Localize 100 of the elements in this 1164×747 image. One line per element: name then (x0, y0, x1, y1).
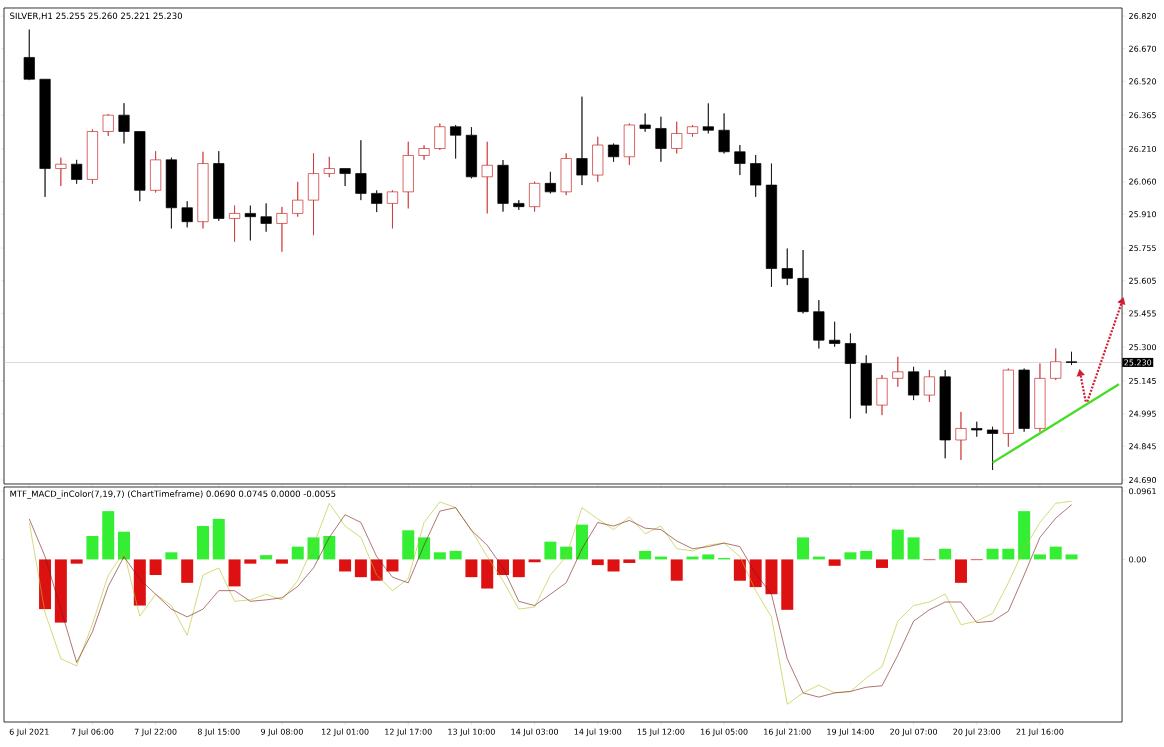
x-tick-label: 14 Jul 03:00 (511, 728, 559, 737)
x-tick-label: 13 Jul 10:00 (448, 728, 495, 737)
candlestick (671, 121, 683, 154)
candlestick (1034, 363, 1046, 433)
candlestick (465, 126, 477, 179)
candlestick (513, 199, 525, 211)
candlestick (307, 152, 320, 236)
candlestick (244, 205, 256, 241)
candlestick (197, 151, 209, 229)
candlestick (481, 141, 493, 214)
y-tick-label: 25.755 (1129, 245, 1156, 252)
x-tick-label: 12 Jul 01:00 (321, 728, 369, 737)
candlestick (986, 426, 999, 471)
candlestick (655, 116, 667, 163)
candlestick (560, 152, 572, 196)
candlestick (797, 249, 809, 314)
bar (1002, 548, 1015, 560)
bar (102, 511, 115, 560)
candlestick (355, 139, 367, 201)
candlestick (718, 113, 730, 154)
candlestick (1002, 368, 1014, 448)
bar (1065, 554, 1078, 560)
candlestick (402, 141, 414, 209)
candlestick (55, 157, 67, 187)
candlestick (908, 366, 920, 401)
y-tick-label: 26.520 (1129, 78, 1157, 85)
candlestick (971, 421, 983, 438)
x-tick-label: 8 Jul 15:00 (197, 728, 240, 737)
candlestick (892, 356, 904, 388)
x-tick-label: 16 Jul 21:00 (764, 728, 811, 737)
bar (733, 559, 746, 581)
bar (781, 559, 794, 610)
candlestick (86, 128, 98, 185)
x-tick-label: 20 Jul 07:00 (890, 728, 938, 737)
bar (118, 531, 131, 560)
y-tick-label: 25.145 (1129, 377, 1156, 384)
candlestick (576, 96, 588, 186)
candlestick (829, 321, 841, 348)
x-tick-label: 9 Jul 08:00 (260, 728, 303, 737)
candlestick (276, 206, 288, 253)
candlestick (339, 168, 351, 187)
x-tick-label: 14 Jul 19:00 (574, 728, 622, 737)
bar (702, 554, 715, 560)
candlestick (39, 78, 51, 198)
bar (1049, 546, 1062, 560)
bar (433, 552, 446, 560)
candlestick (844, 333, 856, 419)
candlestick (150, 150, 162, 193)
y-tick-label: 25.455 (1129, 310, 1156, 317)
bar (797, 537, 810, 560)
x-tick-label: 12 Jul 17:00 (385, 728, 432, 737)
candlestick (939, 369, 951, 459)
bar (575, 524, 588, 560)
candlestick (386, 189, 399, 229)
y-tick-label: 25.910 (1129, 211, 1157, 218)
bar (1033, 554, 1046, 560)
bar (891, 529, 904, 560)
candlestick (781, 248, 793, 286)
candlestick (292, 181, 304, 218)
candlestick (1065, 351, 1078, 366)
x-tick-label: 21 Jul 16:00 (1016, 728, 1064, 737)
candlestick (639, 113, 651, 133)
bar (244, 559, 257, 564)
x-tick-label: 7 Jul 06:00 (71, 728, 114, 737)
y-tick-label: 26.670 (1129, 45, 1157, 52)
bar (402, 530, 415, 560)
candlestick (118, 102, 130, 144)
bar (844, 552, 857, 560)
candlestick (134, 131, 146, 202)
y-tick-label: 24.690 (1129, 477, 1157, 484)
bar (228, 559, 241, 587)
candlestick (371, 189, 383, 213)
candlestick (750, 154, 762, 198)
y-tick-label: 26.060 (1129, 178, 1157, 185)
bar (765, 559, 778, 595)
bar (212, 518, 225, 560)
candlestick (734, 144, 746, 176)
bar (607, 559, 620, 572)
x-tick-label: 15 Jul 12:00 (637, 728, 685, 737)
y-tick-label: 24.845 (1129, 443, 1156, 450)
candlestick (323, 156, 335, 178)
bar (196, 526, 209, 560)
candlestick (260, 203, 272, 233)
bar (639, 550, 652, 560)
candlestick (955, 411, 967, 461)
bar (339, 559, 352, 572)
y-tick-label: 0.0961 (1129, 488, 1156, 495)
bar (623, 559, 636, 563)
bar (181, 559, 194, 583)
bar (512, 559, 525, 578)
bar (860, 550, 873, 560)
candlestick (765, 163, 778, 288)
candlestick (497, 159, 509, 213)
ref-line-label: 25.230 (1124, 359, 1152, 366)
candlestick (876, 374, 888, 416)
candlestick (686, 124, 699, 138)
candlestick (181, 200, 193, 228)
bar (291, 546, 304, 560)
candlestick (418, 144, 430, 161)
bar (465, 559, 478, 578)
